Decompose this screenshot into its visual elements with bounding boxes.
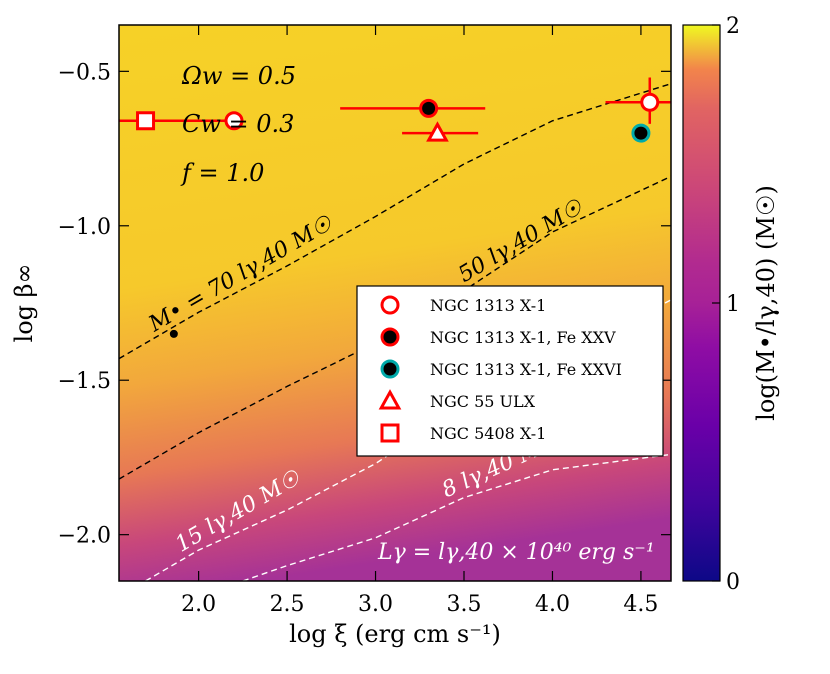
marker-open-circle <box>224 111 244 131</box>
legend: NGC 1313 X-1 NGC 1313 X-1, Fe XXV NGC 1313… <box>356 285 664 457</box>
y-tick-label: −0.5 <box>58 60 111 85</box>
param-f: f = 1.0 <box>180 159 264 187</box>
legend-box <box>356 285 664 457</box>
plot-frame <box>118 24 672 582</box>
marker-cyan-dot <box>631 123 651 143</box>
legend-label: NGC 1313 X-1 <box>430 296 546 315</box>
legend-entry: NGC 5408 X-1 <box>380 423 546 443</box>
marker-black-dot <box>419 98 439 118</box>
x-tick-label: 3.0 <box>358 592 393 617</box>
data-point <box>605 77 671 124</box>
y-axis-label: log β∞ <box>10 264 38 343</box>
data-point <box>169 329 178 338</box>
colorbar-tick-label: 0 <box>726 570 740 595</box>
marker-triangle <box>378 389 402 410</box>
luminosity-note: Lγ = lγ,40 × 10⁴⁰ erg s⁻¹ <box>377 540 655 565</box>
data-point <box>119 111 156 131</box>
marker-small-dot <box>169 329 178 338</box>
data-point <box>145 111 244 131</box>
marker-open-circle <box>640 92 660 112</box>
colorbar-ticks: 0 1 2 <box>712 14 740 595</box>
y-tick-label: −2.0 <box>58 524 111 549</box>
marker-square <box>380 423 400 443</box>
colorbar-tick-label: 1 <box>726 292 740 317</box>
legend-label: NGC 55 ULX <box>430 392 536 411</box>
data-point <box>340 98 486 118</box>
parameter-labels: Ωw = 0.5 Cw = 0.3 f = 1.0 <box>180 62 296 187</box>
marker-cyan-dot <box>380 359 400 379</box>
data-point <box>631 123 651 143</box>
colorbar-tick-label: 2 <box>726 14 740 39</box>
legend-label: NGC 1313 X-1, Fe XXVI <box>430 360 622 379</box>
y-tick-label: −1.5 <box>58 369 111 394</box>
data-point <box>402 121 479 142</box>
marker-open-circle <box>380 295 400 315</box>
marker-square <box>136 111 156 131</box>
legend-label: NGC 1313 X-1, Fe XXV <box>430 328 616 347</box>
x-tick-label: 2.0 <box>181 592 216 617</box>
legend-label: NGC 5408 X-1 <box>430 424 546 443</box>
legend-entry: NGC 55 ULX <box>378 389 536 411</box>
x-tick-label: 2.5 <box>270 592 305 617</box>
param-omega: Ωw = 0.5 <box>181 62 296 90</box>
legend-entry: NGC 1313 X-1, Fe XXVI <box>380 359 622 379</box>
data-points <box>119 77 671 338</box>
x-tick-label: 3.5 <box>447 592 482 617</box>
x-tick-label: 4.5 <box>623 592 658 617</box>
legend-entry: NGC 1313 X-1, Fe XXV <box>380 327 616 347</box>
marker-black-dot <box>380 327 400 347</box>
legend-entry: NGC 1313 X-1 <box>380 295 546 315</box>
param-cw: Cw = 0.3 <box>182 110 294 138</box>
x-axis-label: log ξ (erg cm s⁻¹) <box>289 620 501 648</box>
colorbar-label: log(M•/lγ,40) (M☉) <box>752 185 780 421</box>
marker-triangle <box>426 121 449 142</box>
contour-line <box>119 83 671 360</box>
y-tick-label: −1.0 <box>58 215 111 240</box>
x-tick-label: 4.0 <box>535 592 570 617</box>
y-axis-ticks: −0.5 −1.0 −1.5 −2.0 <box>58 60 671 549</box>
x-axis-ticks: 2.0 2.5 3.0 3.5 4.0 4.5 <box>181 25 658 617</box>
colorbar: 0 1 2 log(M•/lγ,40) (M☉) <box>682 14 780 595</box>
